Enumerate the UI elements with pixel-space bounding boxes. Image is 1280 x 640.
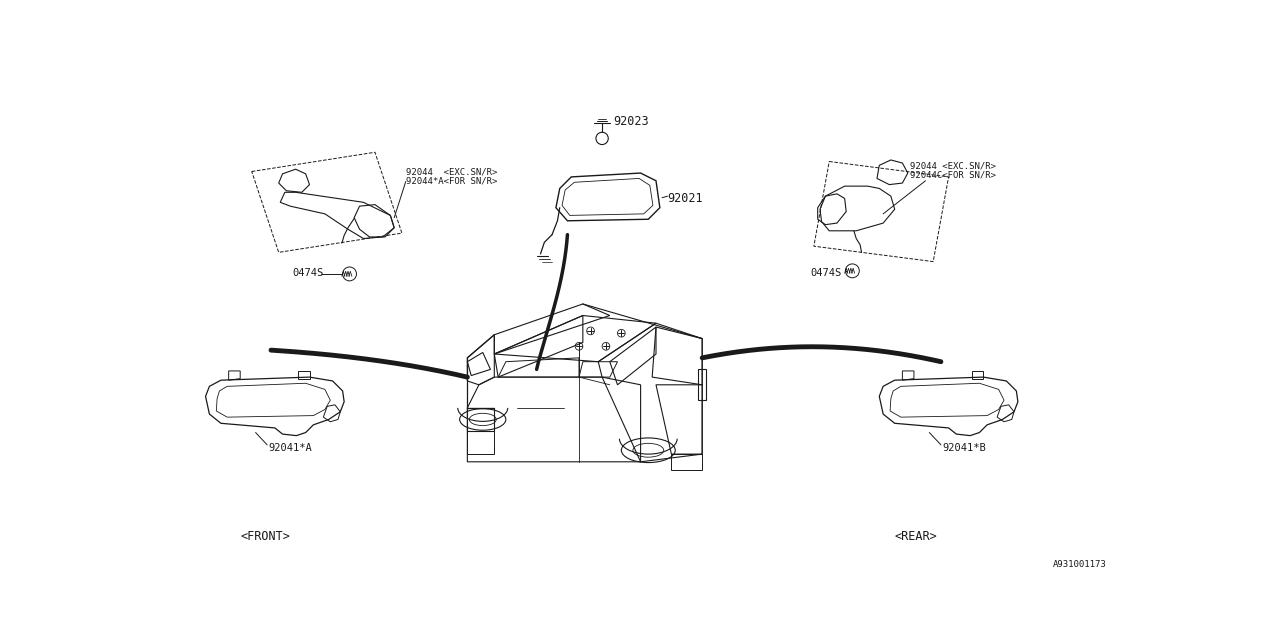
Text: <REAR>: <REAR> (895, 529, 937, 543)
Text: 92041*B: 92041*B (942, 442, 986, 452)
Text: 92044  <EXC.SN/R>: 92044 <EXC.SN/R> (406, 168, 497, 177)
Text: 92041*A: 92041*A (269, 442, 312, 452)
Text: 92023: 92023 (613, 115, 649, 128)
Text: 92044C<FOR SN/R>: 92044C<FOR SN/R> (910, 171, 996, 180)
Text: 0474S: 0474S (810, 268, 841, 278)
Text: 92044 <EXC.SN/R>: 92044 <EXC.SN/R> (910, 161, 996, 170)
Text: 92044*A<FOR SN/R>: 92044*A<FOR SN/R> (406, 177, 497, 186)
Text: A931001173: A931001173 (1052, 561, 1106, 570)
Text: 92021: 92021 (668, 192, 703, 205)
Text: 0474S: 0474S (293, 268, 324, 278)
Text: <FRONT>: <FRONT> (241, 529, 291, 543)
